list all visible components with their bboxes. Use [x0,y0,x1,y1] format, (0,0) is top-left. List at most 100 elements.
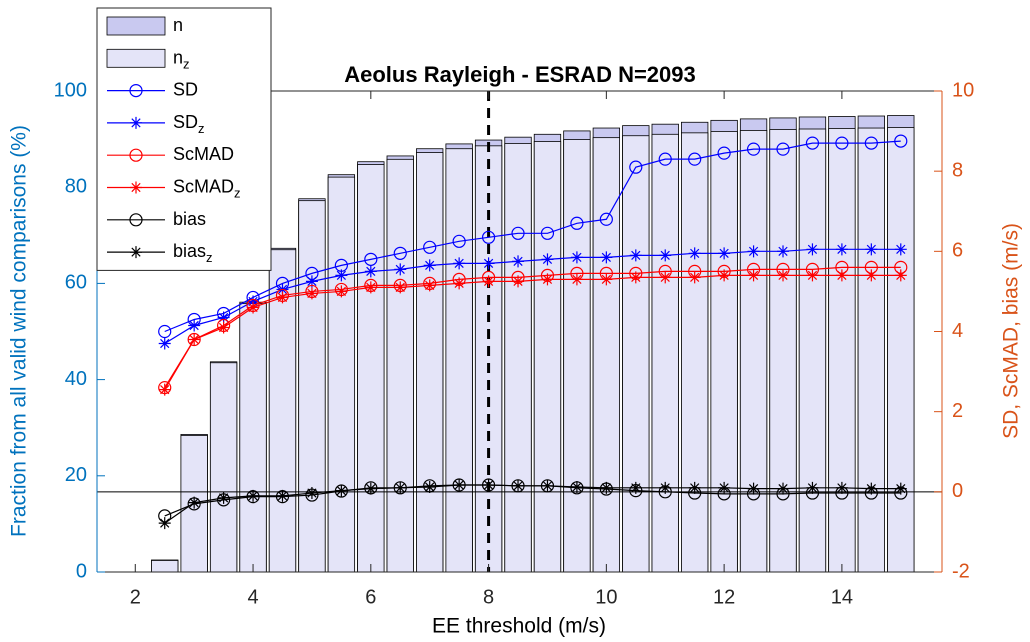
marker [747,245,760,258]
marker [747,482,760,495]
marker [600,273,613,286]
x-tick-label: 10 [595,586,617,608]
marker [158,517,171,530]
marker [335,484,348,497]
y2-axis-label: SD, ScMAD, bias (m/s) [1000,223,1023,439]
marker [805,136,820,150]
y-axis-label: Fraction from all valid wind comparisons… [8,125,31,537]
marker [747,269,760,282]
marker [718,247,731,260]
marker [894,134,908,148]
bar [239,303,267,573]
legend-label: SD [173,79,198,99]
y2-tick-label: 10 [952,79,974,101]
marker [511,226,525,240]
bar [416,152,444,573]
marker [335,285,348,298]
x-tick-label: 6 [365,586,376,608]
marker [482,257,495,270]
bar [887,127,915,573]
marker [835,269,848,282]
y2-tick-label: 2 [952,400,963,422]
marker [599,212,613,226]
x-tick-label: 12 [713,586,735,608]
marker [540,226,555,240]
marker [158,324,172,339]
marker [512,479,525,492]
marker [247,295,260,308]
marker [570,216,584,230]
marker [658,152,672,166]
marker [364,482,377,495]
bar [533,141,562,573]
marker [629,271,642,284]
marker [865,482,878,495]
marker [835,243,848,256]
bar [769,129,797,573]
marker [629,160,643,174]
marker [688,152,702,166]
marker [158,337,171,350]
bar [681,132,709,573]
marker [894,269,907,282]
marker [864,136,878,150]
bar [857,127,885,573]
legend-name: n [173,15,183,35]
legend-swatch [106,48,166,68]
bar [622,135,650,573]
marker [659,271,672,284]
marker [806,269,819,282]
legend-subscript: z [198,121,205,136]
bar [268,249,297,573]
marker [129,148,143,162]
marker [364,265,377,278]
marker [217,321,230,334]
x-tick-label: 4 [247,586,258,608]
legend-label: bias [173,209,206,229]
legend-name: bias [173,209,206,229]
bar [209,362,238,573]
marker [247,489,260,502]
bar [798,128,827,573]
marker [130,246,142,259]
legend-name: SD [173,112,198,132]
marker [718,481,731,494]
marker [777,482,790,495]
marker [570,481,583,494]
legend-label: n [173,15,183,35]
marker [659,249,672,262]
marker [188,319,201,332]
marker [541,253,554,266]
y2-tick-label: 4 [952,320,963,342]
marker [746,142,761,156]
legend-subscript: z [234,186,241,201]
bar [710,131,738,573]
marker [129,83,143,98]
y-tick-label: 80 [65,175,87,197]
marker [364,252,378,266]
marker [364,281,377,294]
bar [828,128,856,573]
marker [718,269,731,282]
legend-name: ScMAD [173,144,234,164]
marker [776,142,790,156]
marker [570,251,583,264]
y-tick-label: 60 [65,272,87,294]
marker [865,269,878,282]
marker [629,481,642,494]
marker [130,181,142,194]
legend-name: ScMAD [173,176,234,196]
marker [393,246,407,260]
marker [394,481,407,494]
legend-name: SD [173,79,198,99]
x-axis-label: EE threshold (m/s) [432,615,606,638]
y-tick-label: 100 [54,79,87,101]
marker [688,481,701,494]
y-tick-label: 0 [76,560,87,582]
marker [688,247,701,260]
series-line [164,140,901,333]
marker [453,479,466,492]
x-tick-label: 14 [831,586,853,608]
bar [739,130,768,573]
